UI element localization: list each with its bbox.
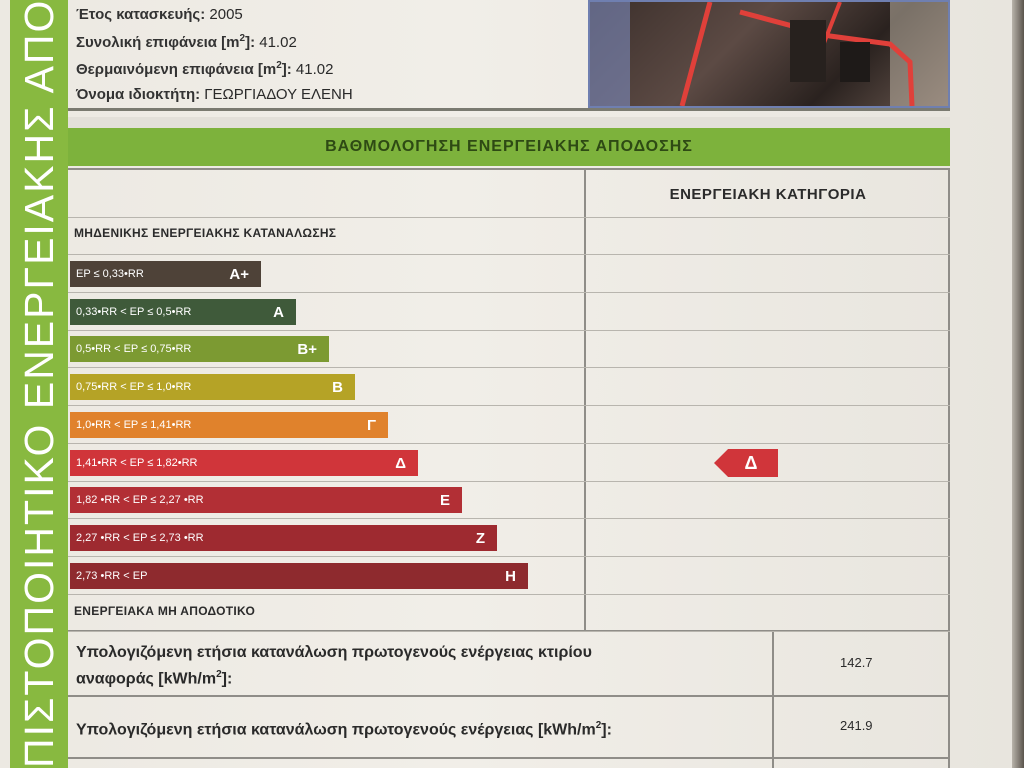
sidebar-title: ΠΙΣΤΟΠΟΙΗΤΙΚΟ ΕΝΕΡΓΕΙΑΚΗΣ ΑΠΟΔΟΣΗΣ [16,0,62,768]
energy-class-bar: 1,0•RR < EP ≤ 1,41•RR Γ [70,412,388,438]
energy-class-bar: 0,33•RR < EP ≤ 0,5•RR A [70,299,296,325]
energy-class-bar: 0,5•RR < EP ≤ 0,75•RR B+ [70,336,329,362]
energy-class-range: 0,5•RR < EP ≤ 0,75•RR [76,343,192,355]
energy-class-range: 0,75•RR < EP ≤ 1,0•RR [76,381,192,393]
energy-class-letter: A [273,303,284,321]
heated-value: 41.02 [295,61,334,78]
energy-class-bar: 1,41•RR < EP ≤ 1,82•RR Δ [70,450,418,476]
grid-line [68,594,950,595]
grid-line [68,405,950,406]
energy-class-bar: 2,27 •RR < EP ≤ 2,73 •RR Ζ [70,525,497,551]
reference-consumption-label: Υπολογιζόμενη ετήσια κατανάλωση πρωτογεν… [76,644,592,688]
page-edge [1012,0,1024,768]
energy-class-range: EP ≤ 0,33•RR [76,268,144,280]
owner-label: Όνομα ιδιοκτήτη: [76,86,201,103]
area-label: Συνολική επιφάνεια [m2]: [76,33,256,51]
current-category-indicator: Δ [714,449,778,477]
grid-line [68,330,950,331]
energy-class-bar: 1,82 •RR < EP ≤ 2,27 •RR Ε [70,487,462,513]
heated-area: Θερμαινόμενη επιφάνεια [m2]: 41.02 [76,60,333,78]
calculated-consumption-value: 241.9 [840,718,873,733]
energy-class-range: 0,33•RR < EP ≤ 0,5•RR [76,306,192,318]
zero-energy-label: ΜΗΔΕΝΙΚΗΣ ΕΝΕΡΓΕΙΑΚΗΣ ΚΑΤΑΝΑΛΩΣΗΣ [74,226,337,240]
grid-line [68,631,950,632]
building-photo [588,0,950,108]
total-area: Συνολική επιφάνεια [m2]: 41.02 [76,33,297,51]
calculated-consumption-label: Υπολογιζόμενη ετήσια κατανάλωση πρωτογεν… [76,720,612,739]
grid-line [68,518,950,519]
row-divider [68,757,950,759]
year-value: 2005 [209,6,243,23]
value-column-divider [772,632,774,768]
energy-class-range: 1,0•RR < EP ≤ 1,41•RR [76,419,192,431]
energy-class-range: 1,41•RR < EP ≤ 1,82•RR [76,457,198,469]
energy-class-letter: Ε [439,491,450,509]
grid-line [68,556,950,557]
energy-class-letter: Δ [395,454,406,472]
header-divider [68,108,950,111]
energy-class-bar: 0,75•RR < EP ≤ 1,0•RR B [70,374,355,400]
energy-class-range: 2,73 •RR < EP [76,570,148,582]
grid-line [68,254,950,255]
energy-class-letter: Ζ [475,529,485,547]
grid-line [68,292,950,293]
construction-year: Έτος κατασκευής: 2005 [76,6,243,23]
energy-class-bar: EP ≤ 0,33•RR A+ [70,261,261,287]
grid-line [68,367,950,368]
energy-class-bar: 2,73 •RR < EP Η [70,563,528,589]
energy-category-header: ΕΝΕΡΓΕΙΑΚΗ ΚΑΤΗΓΟΡΙΑ [669,185,867,203]
grid-line [68,443,950,444]
table-right-border [948,168,950,768]
grid-line [68,217,950,218]
energy-class-letter: A+ [229,265,249,283]
energy-class-letter: B [332,378,343,396]
inefficient-label: ΕΝΕΡΓΕΙΑΚΑ ΜΗ ΑΠΟΔΟΤΙΚΟ [74,604,256,618]
section-title: ΒΑΘΜΟΛΟΓΗΣΗ ΕΝΕΡΓΕΙΑΚΗΣ ΑΠΟΔΟΣΗΣ [68,128,950,166]
owner-name: Όνομα ιδιοκτήτη: ΓΕΩΡΓΙΑΔΟΥ ΕΛΕΝΗ [76,86,353,103]
energy-class-letter: B+ [297,340,317,358]
energy-class-letter: Η [505,567,516,585]
grid-line [68,481,950,482]
heated-label: Θερμαινόμενη επιφάνεια [m2]: [76,60,292,78]
certificate-sidebar: ΠΙΣΤΟΠΟΙΗΤΙΚΟ ΕΝΕΡΓΕΙΑΚΗΣ ΑΠΟΔΟΣΗΣ [10,0,68,768]
year-label: Έτος κατασκευής: [76,6,206,23]
area-value: 41.02 [259,34,297,51]
energy-class-range: 1,82 •RR < EP ≤ 2,27 •RR [76,494,204,506]
table-column-divider [584,168,586,632]
table-top-border [68,168,950,170]
energy-class-range: 2,27 •RR < EP ≤ 2,73 •RR [76,532,204,544]
row-divider [68,695,950,697]
reference-consumption-value: 142.7 [840,655,873,670]
owner-value: ΓΕΩΡΓΙΑΔΟΥ ΕΛΕΝΗ [204,86,353,103]
energy-class-letter: Γ [366,416,376,434]
